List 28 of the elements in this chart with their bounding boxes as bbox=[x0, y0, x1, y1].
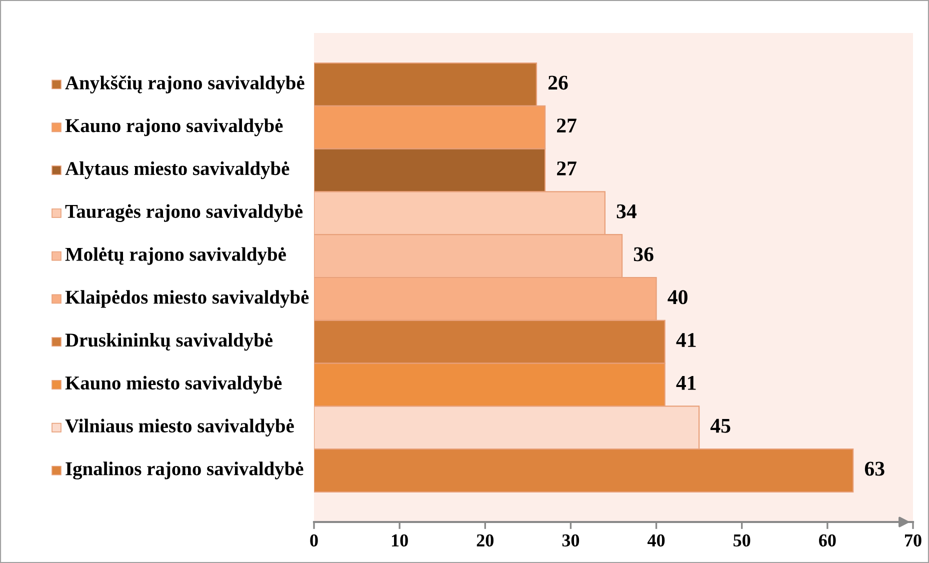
data-label: 41 bbox=[676, 376, 696, 390]
x-tick-label: 10 bbox=[392, 534, 408, 547]
data-label: 40 bbox=[668, 290, 688, 304]
x-tick-label: 40 bbox=[648, 534, 665, 547]
x-tick-label: 60 bbox=[819, 534, 836, 547]
x-tick-label: 0 bbox=[310, 534, 318, 547]
data-label: 27 bbox=[557, 118, 576, 132]
x-tick-label: 50 bbox=[734, 534, 750, 547]
y-tick-label: Molėtų rajono savivaldybė bbox=[65, 247, 286, 265]
y-tick-label: Ignalinos rajono savivaldybė bbox=[66, 462, 304, 480]
data-label: 41 bbox=[676, 333, 696, 347]
data-label: 63 bbox=[864, 462, 884, 476]
y-tick-label: Kauno rajono savivaldybė bbox=[65, 118, 283, 136]
data-label: 27 bbox=[557, 161, 576, 176]
x-tick-label: 20 bbox=[476, 534, 494, 547]
y-tick-label: Alytaus miesto savivaldybė bbox=[65, 161, 290, 180]
data-label: 45 bbox=[710, 418, 730, 433]
data-label: 36 bbox=[634, 247, 654, 262]
x-tick-label: 30 bbox=[562, 534, 580, 547]
x-tick-label: 70 bbox=[905, 534, 922, 547]
data-label: 34 bbox=[616, 204, 636, 218]
y-tick-label: Tauragės rajono savivaldybė bbox=[65, 204, 303, 222]
y-tick-label: Druskininkų savivaldybė bbox=[65, 333, 273, 351]
y-tick-label: Klaipėdos miesto savivaldybė bbox=[65, 290, 309, 308]
y-tick-label: Anykščių rajono savivaldybė bbox=[65, 76, 304, 94]
y-tick-label: Vilniaus miesto savivaldybė bbox=[65, 418, 294, 436]
y-tick-label: Kauno miesto savivaldybė bbox=[65, 376, 282, 394]
data-label: 26 bbox=[548, 76, 568, 90]
